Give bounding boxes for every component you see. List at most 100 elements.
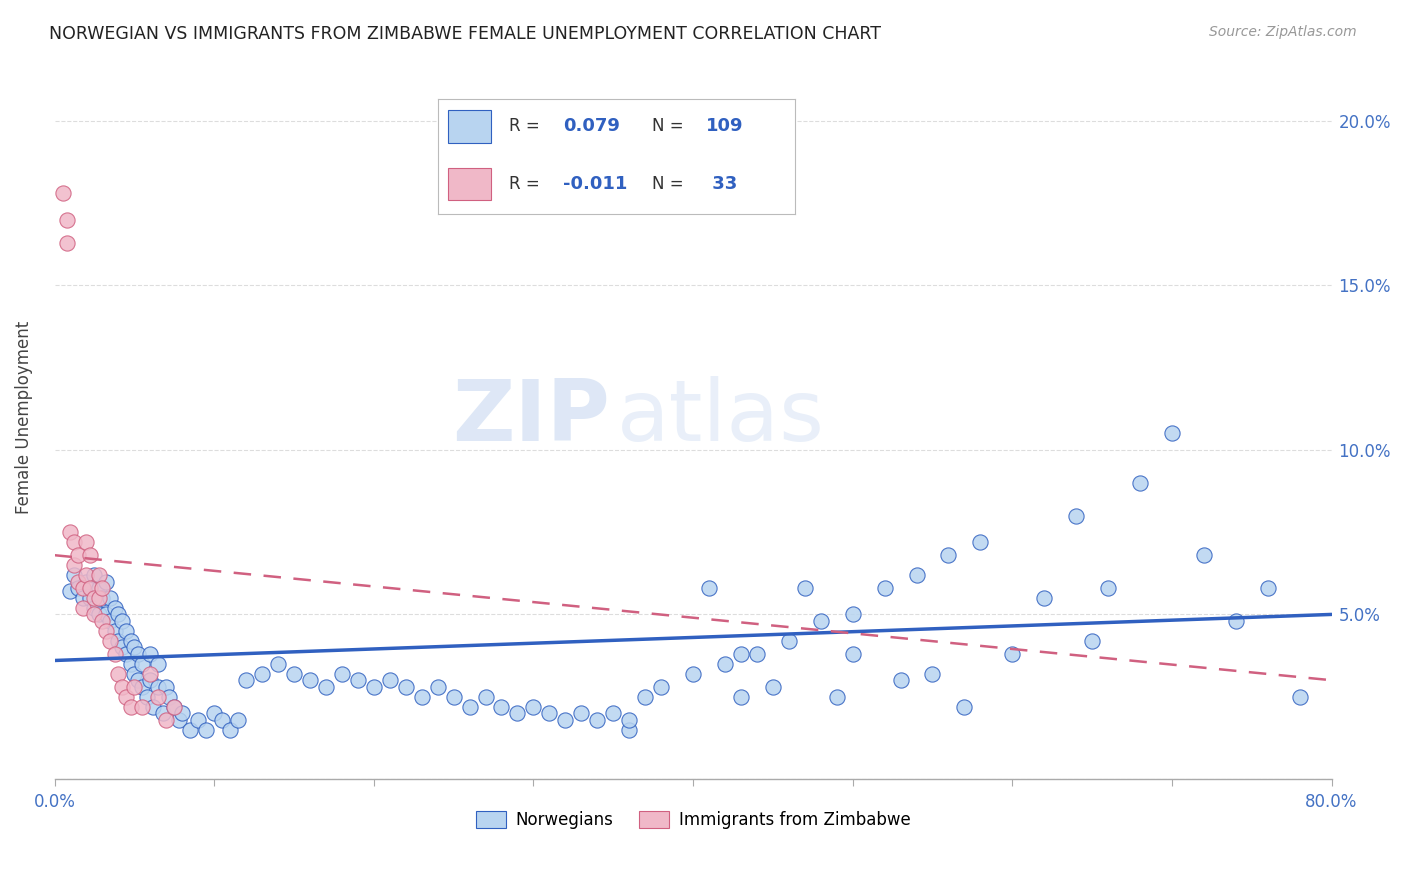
Point (235, 673, 257, 688)
Point (634, 690, 657, 704)
Point (120, 657, 142, 671)
Point (148, 657, 170, 671)
Point (841, 647, 863, 661)
Point (195, 723, 218, 737)
Point (62, 568, 84, 582)
Point (554, 713, 576, 727)
Point (682, 666, 704, 681)
Point (650, 680, 672, 694)
Y-axis label: Female Unemployment: Female Unemployment (15, 320, 32, 514)
Point (56, 212, 79, 227)
Point (91, 614, 114, 628)
Point (602, 706, 624, 720)
Point (110, 640, 132, 655)
Point (83, 568, 105, 582)
Point (793, 581, 815, 595)
Point (152, 706, 174, 720)
Point (107, 666, 129, 681)
Point (139, 673, 162, 688)
Point (522, 699, 544, 714)
Point (59, 584, 82, 599)
Point (619, 713, 641, 727)
Point (89, 581, 111, 595)
Point (1097, 581, 1119, 595)
Point (506, 706, 529, 720)
Point (474, 690, 496, 704)
Point (1192, 548, 1215, 562)
Point (778, 633, 800, 648)
Point (825, 690, 848, 704)
Point (79, 548, 101, 562)
Point (921, 666, 943, 681)
Point (120, 699, 142, 714)
Point (136, 690, 159, 704)
Point (163, 699, 186, 714)
Point (155, 680, 177, 694)
Point (148, 680, 170, 694)
Point (79, 591, 101, 605)
Point (363, 680, 385, 694)
Point (159, 690, 181, 704)
Point (211, 713, 233, 727)
Point (83, 591, 105, 605)
Point (148, 690, 170, 704)
Point (104, 647, 127, 661)
Point (139, 666, 162, 681)
Point (745, 647, 768, 661)
Point (79, 581, 101, 595)
Text: NORWEGIAN VS IMMIGRANTS FROM ZIMBABWE FEMALE UNEMPLOYMENT CORRELATION CHART: NORWEGIAN VS IMMIGRANTS FROM ZIMBABWE FE… (49, 25, 882, 43)
Point (89, 568, 111, 582)
Point (75, 568, 97, 582)
Point (107, 633, 129, 648)
Point (67, 574, 90, 589)
Point (762, 680, 785, 694)
Point (89, 607, 111, 622)
Point (810, 614, 832, 628)
Point (75, 535, 97, 549)
Point (179, 723, 201, 737)
Point (104, 600, 127, 615)
Point (938, 548, 960, 562)
Point (94, 574, 117, 589)
Point (1033, 591, 1056, 605)
Point (72, 581, 94, 595)
Point (873, 581, 896, 595)
Point (411, 690, 433, 704)
Point (110, 680, 132, 694)
Point (1081, 633, 1104, 648)
Point (730, 690, 752, 704)
Point (267, 657, 290, 671)
Point (67, 548, 90, 562)
Point (1064, 508, 1087, 523)
Point (89, 591, 111, 605)
Point (619, 723, 641, 737)
Point (163, 699, 186, 714)
Legend: Norwegians, Immigrants from Zimbabwe: Norwegians, Immigrants from Zimbabwe (470, 805, 917, 836)
Point (67, 581, 90, 595)
Point (426, 680, 449, 694)
Point (91, 591, 114, 605)
Point (378, 673, 401, 688)
Point (250, 666, 273, 681)
Point (458, 699, 481, 714)
Point (167, 713, 190, 727)
Point (72, 591, 94, 605)
Point (107, 607, 129, 622)
Point (124, 680, 146, 694)
Point (83, 607, 105, 622)
Point (100, 633, 122, 648)
Point (94, 624, 117, 638)
Point (443, 690, 465, 704)
Point (202, 706, 225, 720)
Point (104, 624, 127, 638)
Point (395, 680, 418, 694)
Point (219, 723, 242, 737)
Point (586, 713, 609, 727)
Point (62, 558, 84, 572)
Point (62, 535, 84, 549)
Text: ZIP: ZIP (453, 376, 610, 458)
Point (890, 673, 912, 688)
Text: Source: ZipAtlas.com: Source: ZipAtlas.com (1209, 25, 1357, 39)
Point (1257, 581, 1279, 595)
Point (315, 680, 337, 694)
